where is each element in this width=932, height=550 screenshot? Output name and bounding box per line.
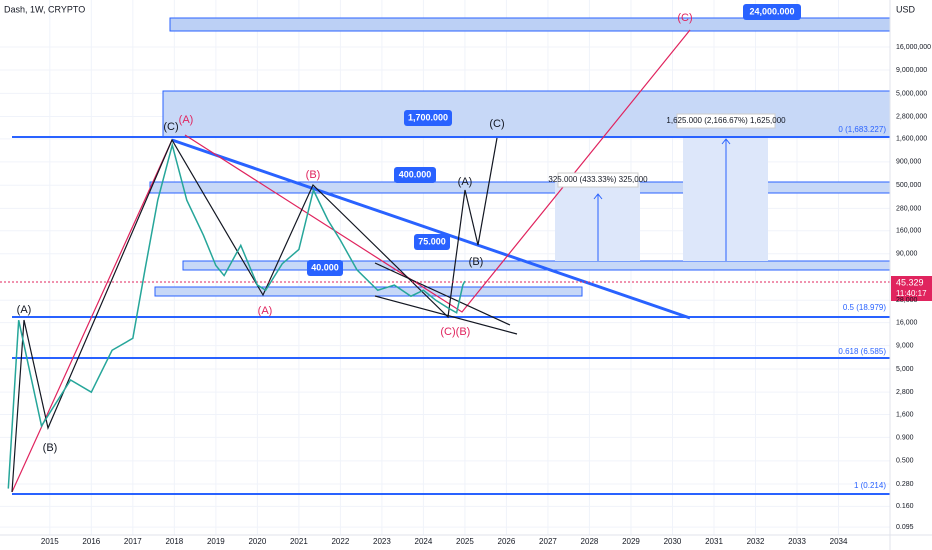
wave-label: (B) — [456, 326, 471, 338]
y-tick-label: 160,000 — [896, 228, 921, 235]
x-tick-label: 2031 — [705, 537, 723, 546]
x-tick-label: 2025 — [456, 537, 474, 546]
y-tick-label: 1,600 — [896, 411, 914, 418]
callout: 1,700.000 — [408, 112, 448, 122]
callout-box — [307, 260, 343, 276]
fib-label: 0.5 (18.979) — [843, 303, 886, 312]
fib-line — [12, 136, 890, 495]
x-tick-label: 2023 — [373, 537, 391, 546]
x-tick-label: 2034 — [830, 537, 848, 546]
wave-label: (B) — [306, 169, 321, 181]
last-price: 45.329 — [896, 277, 924, 287]
callout-box — [394, 167, 436, 183]
wave-label: (C) — [163, 121, 178, 133]
zone — [154, 286, 583, 297]
wave-label: (A) — [258, 305, 273, 317]
x-tick-label: 2022 — [331, 537, 349, 546]
zone — [162, 90, 891, 138]
measure-label: 1,625.000 (2,166.67%) 1,625,000 — [666, 116, 786, 125]
y-tick-label: 0.095 — [896, 524, 914, 531]
x-tick-label: 2017 — [124, 537, 142, 546]
x-tick-label: 2020 — [248, 537, 266, 546]
y-tick-label: 0.900 — [896, 434, 914, 441]
y-tick-label: 0.280 — [896, 481, 914, 488]
measure-arrow — [593, 138, 731, 261]
labels: (A) (B) (C) (A) (B) (A) (A) (C) (B) (C) … — [17, 4, 886, 490]
timer: 11:40:17 — [896, 289, 927, 298]
wave-label: (B) — [469, 256, 484, 268]
wave-label: (A) — [179, 114, 194, 126]
measure-tag — [676, 113, 776, 129]
callout: 75.000 — [418, 236, 446, 246]
y-tick-label: 500,000 — [896, 182, 921, 189]
wave-label: (C) — [677, 12, 692, 24]
measure-label: 325.000 (433.33%) 325,000 — [548, 175, 648, 184]
x-tick-label: 2030 — [664, 537, 682, 546]
wave-label: (B) — [43, 442, 58, 454]
fib-label: 0.618 (6.585) — [838, 347, 886, 356]
x-tick-label: 2016 — [82, 537, 100, 546]
x-tick-label: 2029 — [622, 537, 640, 546]
wedge — [374, 262, 518, 335]
callout-box — [414, 234, 450, 250]
x-tick-label: 2024 — [415, 537, 433, 546]
y-tick-label: 2,800,000 — [896, 113, 927, 120]
drawings — [0, 17, 891, 495]
y-tick-label: 9,000,000 — [896, 67, 927, 74]
series — [7, 142, 466, 489]
y-tick-label: 1,600,000 — [896, 136, 927, 143]
x-tick-label: 2028 — [581, 537, 599, 546]
x-tick-label: 2027 — [539, 537, 557, 546]
callout: 24,000.000 — [749, 6, 794, 16]
symbol: Dash, 1W, CRYPTO — [4, 4, 85, 14]
fib-label: 0 (1,683.227) — [838, 125, 886, 134]
callout-box — [404, 110, 452, 126]
wave-label: (C) — [489, 118, 504, 130]
measure-tag — [557, 172, 639, 188]
y-tick-label: 5,000 — [896, 366, 914, 373]
grid — [0, 0, 890, 535]
currency: USD — [896, 4, 916, 14]
y-tick-label: 9,000 — [896, 342, 914, 349]
callout: 40.000 — [311, 262, 339, 272]
y-tick-label: 0.160 — [896, 503, 914, 510]
wave-label: (A) — [458, 176, 473, 188]
y-tick-label: 5,000,000 — [896, 90, 927, 97]
y-tick-label: 16,000,000 — [896, 44, 931, 51]
y-tick-label: 28,000 — [896, 297, 918, 304]
x-tick-label: 2018 — [165, 537, 183, 546]
y-tick-label: 90,000 — [896, 251, 918, 258]
x-tick-label: 2032 — [747, 537, 765, 546]
callout: 400.000 — [399, 169, 432, 179]
x-tick-label: 2026 — [498, 537, 516, 546]
y-tick-label: 16,000 — [896, 319, 918, 326]
x-tick-label: 2033 — [788, 537, 806, 546]
x-tick-label: 2015 — [41, 537, 59, 546]
x-tick-label: 2019 — [207, 537, 225, 546]
y-tick-label: 900,000 — [896, 159, 921, 166]
wave-line — [11, 137, 498, 493]
trendline — [171, 138, 691, 320]
fib-label: 1 (0.214) — [854, 481, 886, 490]
wave-label: (C) — [440, 326, 455, 338]
callout-box — [743, 4, 801, 20]
y-tick-label: 0.500 — [896, 458, 914, 465]
wave-line — [11, 29, 691, 493]
x-tick-label: 2021 — [290, 537, 308, 546]
wave-label: (A) — [17, 304, 32, 316]
y-tick-label: 2,800 — [896, 389, 914, 396]
price-line — [7, 142, 466, 489]
price-badge — [891, 276, 932, 301]
y-tick-label: 280,000 — [896, 205, 921, 212]
